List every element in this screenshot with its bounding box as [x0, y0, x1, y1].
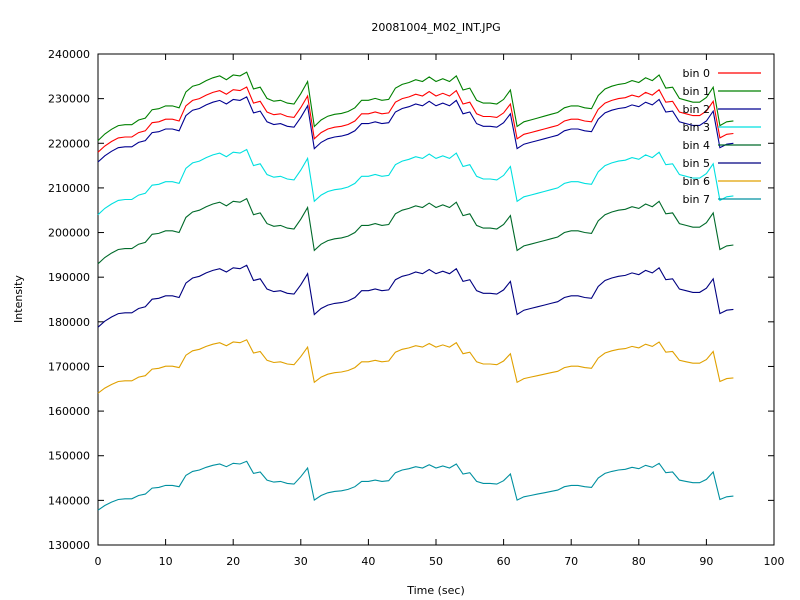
- series-line-bin-7: [97, 460, 734, 511]
- series-line-bin-3: [97, 148, 734, 216]
- legend-label: bin 0: [682, 67, 710, 80]
- y-tick-label: 210000: [48, 182, 90, 195]
- x-tick-label: 40: [361, 555, 375, 568]
- y-tick-label: 140000: [48, 494, 90, 507]
- x-tick-label: 80: [632, 555, 646, 568]
- plot-border: [97, 53, 775, 546]
- legend-label: bin 2: [682, 103, 710, 116]
- series-line-bin-1: [97, 71, 734, 141]
- chart-legend: bin 0 bin 1 bin 2 bin 3 bin 4 bin 5 bin 6 bin 7: [682, 67, 761, 206]
- y-tick-label: 160000: [48, 405, 90, 418]
- y-tick-label: 240000: [48, 48, 90, 61]
- legend-label: bin 6: [682, 175, 710, 188]
- plot-frame: [97, 53, 775, 546]
- series-line-bin-6: [97, 339, 734, 394]
- x-tick-label: 100: [764, 555, 785, 568]
- legend-label: bin 5: [682, 157, 710, 170]
- y-tick-label: 220000: [48, 137, 90, 150]
- chart-title: 20081004_M02_INT.JPG: [371, 21, 500, 34]
- x-tick-label: 60: [497, 555, 511, 568]
- chart-axes: 0 10 20 30 40 50 60 70 80 90 100 130000 140000 150000…: [48, 48, 785, 568]
- legend-label: bin 3: [682, 121, 710, 134]
- legend-label: bin 4: [682, 139, 710, 152]
- y-tick-label: 200000: [48, 227, 90, 240]
- y-axis-label: Intensity: [12, 275, 25, 323]
- x-tick-label: 20: [226, 555, 240, 568]
- y-tick-label: 130000: [48, 539, 90, 552]
- y-tick-label: 180000: [48, 316, 90, 329]
- x-tick-label: 70: [564, 555, 578, 568]
- series-line-bin-2: [97, 96, 734, 163]
- y-tick-label: 150000: [48, 450, 90, 463]
- x-tick-label: 50: [429, 555, 443, 568]
- x-axis-label: Time (sec): [406, 584, 465, 597]
- x-tick-label: 10: [159, 555, 173, 568]
- series-line-bin-5: [97, 264, 734, 328]
- series-layer: [97, 71, 734, 511]
- series-line-bin-0: [97, 86, 734, 153]
- legend-label: bin 1: [682, 85, 710, 98]
- x-tick-label: 90: [699, 555, 713, 568]
- y-tick-label: 170000: [48, 360, 90, 373]
- y-tick-label: 190000: [48, 271, 90, 284]
- x-tick-label: 30: [294, 555, 308, 568]
- legend-label: bin 7: [682, 193, 710, 206]
- y-tick-label: 230000: [48, 93, 90, 106]
- series-line-bin-4: [97, 197, 734, 265]
- x-tick-label: 0: [95, 555, 102, 568]
